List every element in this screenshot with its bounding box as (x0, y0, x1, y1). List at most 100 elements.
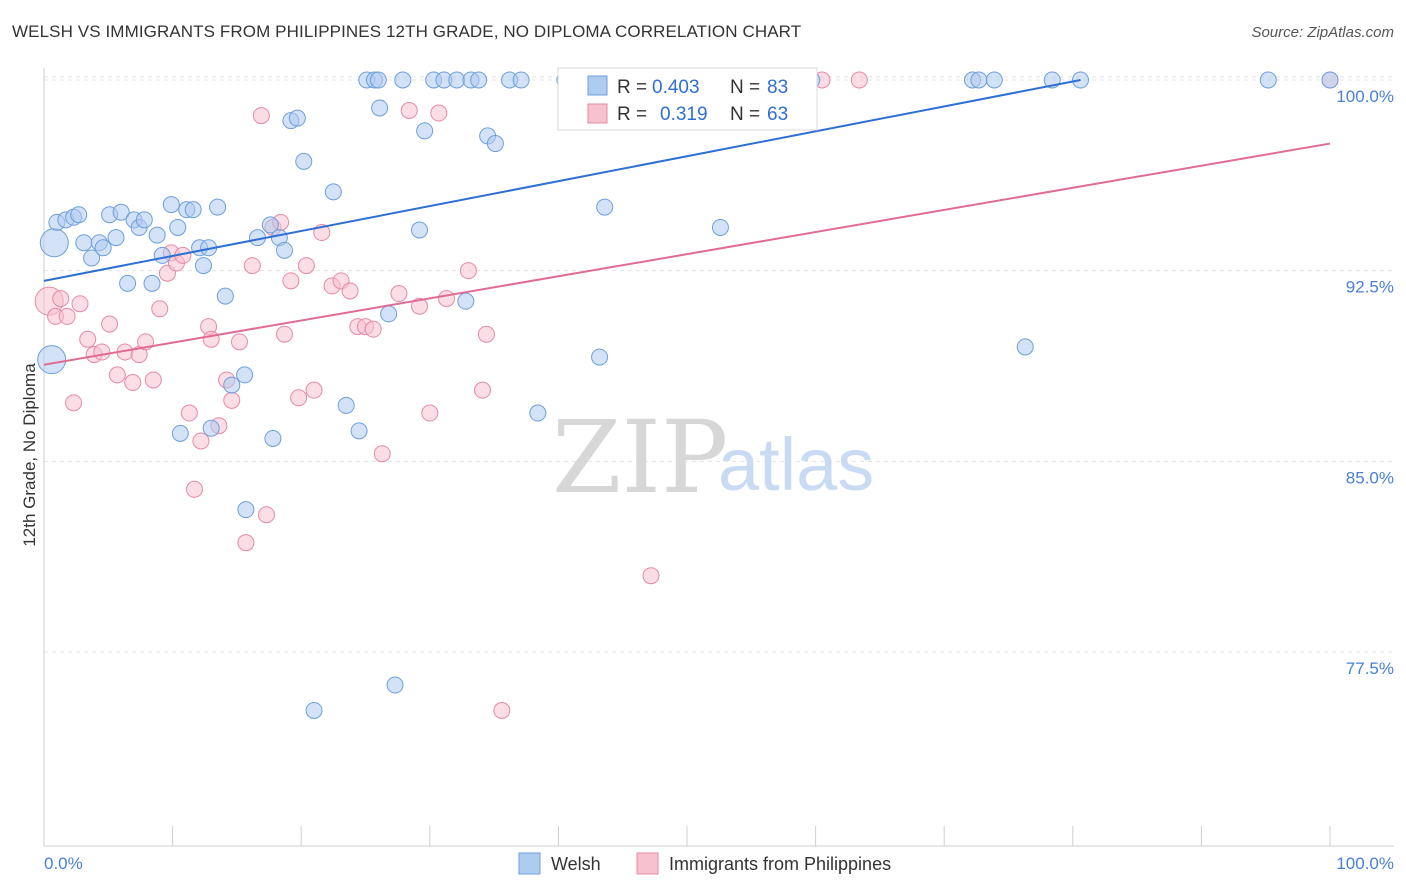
philippines-point (642, 567, 660, 585)
philippines-point (850, 71, 868, 89)
philippines-point (151, 300, 169, 318)
y-tick-label: 85.0% (1346, 468, 1394, 487)
philippines-point (52, 290, 70, 308)
legend-r-value-welsh: 0.403 (652, 77, 700, 98)
legend-n-value-welsh: 83 (767, 77, 788, 98)
philippines-point (438, 290, 456, 308)
philippines-point (290, 389, 308, 407)
philippines-point (400, 102, 418, 120)
welsh-point (457, 292, 475, 310)
y-tick-label: 92.5% (1346, 278, 1394, 297)
trend-lines (43, 79, 1331, 366)
welsh-point (75, 234, 93, 252)
gridlines (44, 76, 1394, 653)
welsh-point (209, 198, 227, 216)
welsh-point (216, 287, 234, 305)
watermark: ZIP atlas (552, 399, 874, 516)
x-tick-label-max: 100.0% (1336, 854, 1394, 873)
philippines-point (237, 534, 255, 552)
legend-r-value-phil: 0.319 (660, 104, 708, 125)
welsh-point (143, 274, 161, 292)
welsh-point (107, 229, 125, 247)
x-axis-ticks (43, 826, 1331, 846)
philippines-point (411, 297, 429, 315)
welsh-point (184, 201, 202, 219)
philippines-point (230, 333, 248, 351)
welsh-point (288, 109, 306, 127)
philippines-point (185, 480, 203, 498)
welsh-point (119, 274, 137, 292)
welsh-point (295, 152, 313, 170)
philippines-point (275, 325, 293, 343)
welsh-point (1259, 71, 1277, 89)
philippines-point (252, 107, 270, 125)
welsh-point (596, 198, 614, 216)
welsh-point (711, 218, 729, 236)
bottom-legend-swatch-welsh (518, 852, 541, 875)
welsh-point (70, 206, 88, 224)
welsh-point (169, 218, 187, 236)
philippines-point (124, 374, 142, 392)
legend-n-value-phil: 63 (767, 104, 788, 125)
welsh-point (324, 183, 342, 201)
watermark-zip: ZIP (552, 399, 728, 516)
philippines-point (243, 257, 261, 275)
welsh-point (83, 249, 101, 267)
philippines-point (474, 381, 492, 399)
watermark-atlas: atlas (718, 423, 874, 506)
welsh-point (94, 239, 112, 257)
philippines-point (202, 330, 220, 348)
welsh-point (350, 422, 368, 440)
philippines-point (282, 272, 300, 290)
philippines-point (373, 445, 391, 463)
philippines-point (180, 404, 198, 422)
legend-n-label-welsh: N = (730, 77, 760, 98)
welsh-point (112, 203, 130, 221)
series-philippines-points (34, 71, 1339, 719)
welsh-point (486, 135, 504, 153)
welsh-point (162, 196, 180, 214)
philippines-point (65, 394, 83, 412)
philippines-point (101, 315, 119, 333)
welsh-point (153, 246, 171, 264)
welsh-point (337, 396, 355, 414)
welsh-point (1321, 71, 1339, 89)
philippines-point (305, 381, 323, 399)
welsh-point (148, 226, 166, 244)
bottom-legend-label-welsh: Welsh (551, 854, 601, 874)
welsh-point (1016, 338, 1034, 356)
philippines-point (459, 262, 477, 280)
philippines-point (390, 285, 408, 303)
bottom-legend-label-phil: Immigrants from Philippines (669, 854, 891, 874)
stats-legend: R = 0.403 N = 83 R = 0.319 N = 63 (557, 67, 818, 131)
y-axis-tick-labels: 77.5% 85.0% 92.5% 100.0% (1336, 87, 1394, 678)
philippines-point (430, 104, 448, 122)
welsh-point (369, 71, 387, 89)
series-legend: Welsh Immigrants from Philippines (518, 852, 891, 875)
welsh-point (371, 99, 389, 117)
welsh-point (39, 228, 69, 258)
welsh-point (236, 366, 254, 384)
philippines-point (71, 295, 89, 313)
philippines-trend-line (43, 142, 1331, 366)
welsh-point (37, 345, 67, 375)
welsh-point (171, 424, 189, 442)
y-tick-label: 77.5% (1346, 659, 1394, 678)
chart-title: WELSH VS IMMIGRANTS FROM PHILIPPINES 12T… (12, 22, 802, 41)
chart-source: Source: ZipAtlas.com (1251, 24, 1394, 41)
welsh-point (985, 71, 1003, 89)
welsh-point (529, 404, 547, 422)
welsh-point (223, 376, 241, 394)
welsh-point (264, 429, 282, 447)
philippines-point (79, 330, 97, 348)
welsh-point (261, 216, 279, 234)
philippines-point (223, 391, 241, 409)
philippines-point (58, 307, 76, 325)
welsh-point (194, 257, 212, 275)
x-tick-label-min: 0.0% (44, 854, 83, 873)
welsh-point (416, 122, 434, 140)
welsh-point (237, 501, 255, 519)
welsh-point (512, 71, 530, 89)
legend-swatch-phil (587, 103, 608, 124)
welsh-point (135, 211, 153, 229)
